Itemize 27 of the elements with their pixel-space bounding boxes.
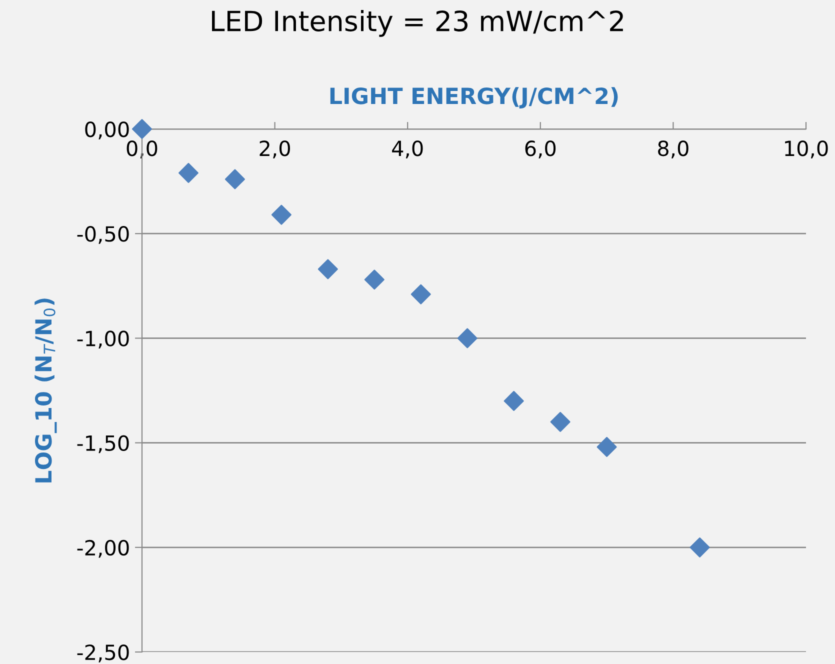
y-tick-label: -2,50 <box>77 644 129 662</box>
point <box>410 284 431 304</box>
point <box>596 436 617 457</box>
y-axis-title: LOG_10 (N$_{T}$/N$_{0}$) <box>34 298 57 482</box>
y-tick-label: 0,00 <box>85 121 129 140</box>
x-tick-label: 8,0 <box>658 140 688 158</box>
point <box>504 390 524 411</box>
point <box>271 204 292 225</box>
chart-title: LED Intensity = 23 mW/cm^2 <box>212 10 623 37</box>
y-tick-label: -1,00 <box>77 330 129 349</box>
x-tick-label: 6,0 <box>525 140 556 158</box>
x-tick-label: 0,0 <box>126 140 158 158</box>
point <box>690 537 710 558</box>
point <box>364 270 384 290</box>
point <box>550 412 570 432</box>
point <box>457 328 478 348</box>
point <box>132 118 152 140</box>
x-axis-title: LIGHT ENERGY(J/CM^2) <box>330 87 618 108</box>
x-tick-label: 2,0 <box>260 140 290 158</box>
y-tick-label: -0,50 <box>77 226 129 244</box>
point <box>318 259 338 280</box>
x-tick-label: 4,0 <box>392 140 423 158</box>
x-tick-label: 10,0 <box>785 140 828 158</box>
y-tick-label: -2,00 <box>77 540 129 558</box>
point <box>224 169 245 190</box>
y-tick-label: -1,50 <box>77 435 129 454</box>
point <box>178 162 198 183</box>
